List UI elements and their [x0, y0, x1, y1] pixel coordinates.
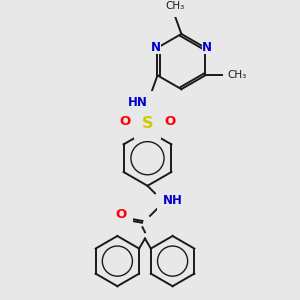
Text: NH: NH [163, 194, 182, 207]
Text: O: O [119, 115, 130, 128]
Text: N: N [151, 41, 161, 54]
Text: O: O [164, 115, 176, 128]
Text: S: S [142, 116, 153, 130]
Text: O: O [116, 208, 127, 221]
Text: N: N [202, 41, 212, 54]
Text: CH₃: CH₃ [166, 2, 185, 11]
Text: CH₃: CH₃ [228, 70, 247, 80]
Text: HN: HN [128, 97, 147, 110]
